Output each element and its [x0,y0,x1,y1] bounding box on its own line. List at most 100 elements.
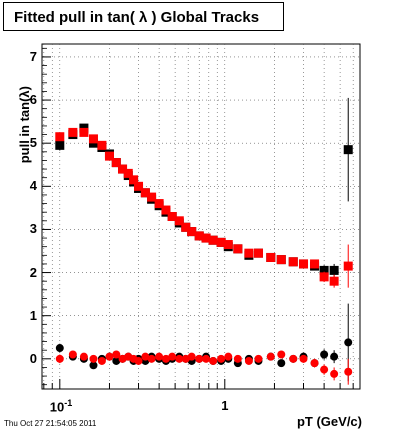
data-point-circle [202,354,211,363]
data-point-circle [79,352,88,361]
data-point-square [104,151,114,161]
data-point-square [134,181,144,191]
y-tick-label: 0 [29,350,37,366]
data-point-square [299,259,309,269]
data-point-square [208,235,218,245]
data-point-circle [217,354,226,363]
data-point-circle [112,356,121,365]
data-point-circle [344,367,353,376]
data-point-square [68,127,78,137]
data-point-circle [310,359,319,368]
data-point-square [253,248,263,258]
data-point-square [111,158,121,168]
data-point-square [161,205,171,215]
data-point-square [266,252,276,262]
data-point-circle [299,354,308,363]
y-tick-label: 3 [29,221,37,237]
data-point-circle [147,354,156,363]
data-point-circle [161,354,170,363]
data-point-square [129,175,139,185]
data-point-square [223,240,233,250]
y-tick-label: 7 [29,48,37,64]
data-point-circle [266,352,275,361]
y-tick-label: 4 [29,178,37,194]
data-point-circle [55,344,64,353]
data-point-square [276,255,286,265]
series-3 [55,350,353,385]
data-point-square [55,140,65,150]
data-point-square [181,222,191,232]
data-point-circle [195,354,204,363]
axis-ticks [42,47,354,389]
series-0 [55,97,353,277]
data-point-circle [320,365,329,374]
data-point-square [329,265,339,275]
data-point-circle [233,354,242,363]
data-point-circle [254,354,263,363]
series-2 [55,303,353,382]
data-point-square [319,272,329,282]
x-tick-base: 10 [49,399,65,415]
grid-lines [42,44,360,389]
data-point-circle [277,359,286,368]
data-point-circle [187,352,196,361]
data-point-circle [209,356,218,365]
data-point-circle [68,350,77,359]
data-point-square [97,140,107,150]
data-marks [55,97,353,385]
data-point-circle [141,352,150,361]
timestamp: Thu Oct 27 21:54:05 2011 [4,419,97,428]
data-point-square [88,134,98,144]
data-point-square [140,188,150,198]
data-point-square [55,132,65,142]
plot-frame [41,43,361,390]
data-point-square [167,212,177,221]
y-tick-label: 1 [29,307,37,323]
data-point-square [216,237,226,247]
data-point-square [187,227,197,237]
data-point-square [319,265,329,275]
data-point-square [329,276,339,286]
data-point-square [194,231,204,241]
data-point-circle [168,352,177,361]
y-tick-label: 5 [29,135,37,151]
data-point-circle [289,354,298,363]
data-point-square [343,145,353,155]
series-1 [55,127,353,288]
title-box: Fitted pull in tan( λ ) Global Tracks [3,2,284,31]
x-tick-exponent: -1 [64,398,73,408]
x-axis-label: pT (GeV/c) [296,414,362,429]
x-tick-label: 10-1 [50,398,72,414]
chart-title: Fitted pull in tan( λ ) Global Tracks [14,9,260,26]
data-point-circle [89,354,98,363]
data-point-square [233,244,243,254]
data-point-circle [224,352,233,361]
y-tick-label: 2 [29,264,37,280]
data-point-square [147,192,157,202]
x-tick-label: 1 [221,398,228,413]
data-point-square [201,233,211,243]
data-point-circle [277,350,286,359]
data-point-circle [344,338,353,347]
data-point-square [174,216,184,226]
data-point-circle [175,354,184,363]
data-point-square [118,164,128,174]
data-point-square [343,261,353,271]
data-point-circle [155,352,164,361]
data-point-circle [105,352,114,361]
data-point-square [79,127,89,137]
data-point-square [123,168,133,178]
data-point-square [288,257,298,267]
data-point-circle [244,356,253,365]
y-tick-label: 6 [29,92,37,108]
data-point-circle [320,350,329,359]
data-point-circle [330,369,339,378]
data-point-circle [112,350,121,359]
data-point-circle [134,356,143,365]
data-point-square [154,199,164,209]
data-point-square [310,259,320,269]
data-point-circle [97,356,106,365]
data-point-circle [55,354,64,363]
data-point-circle [89,361,98,370]
